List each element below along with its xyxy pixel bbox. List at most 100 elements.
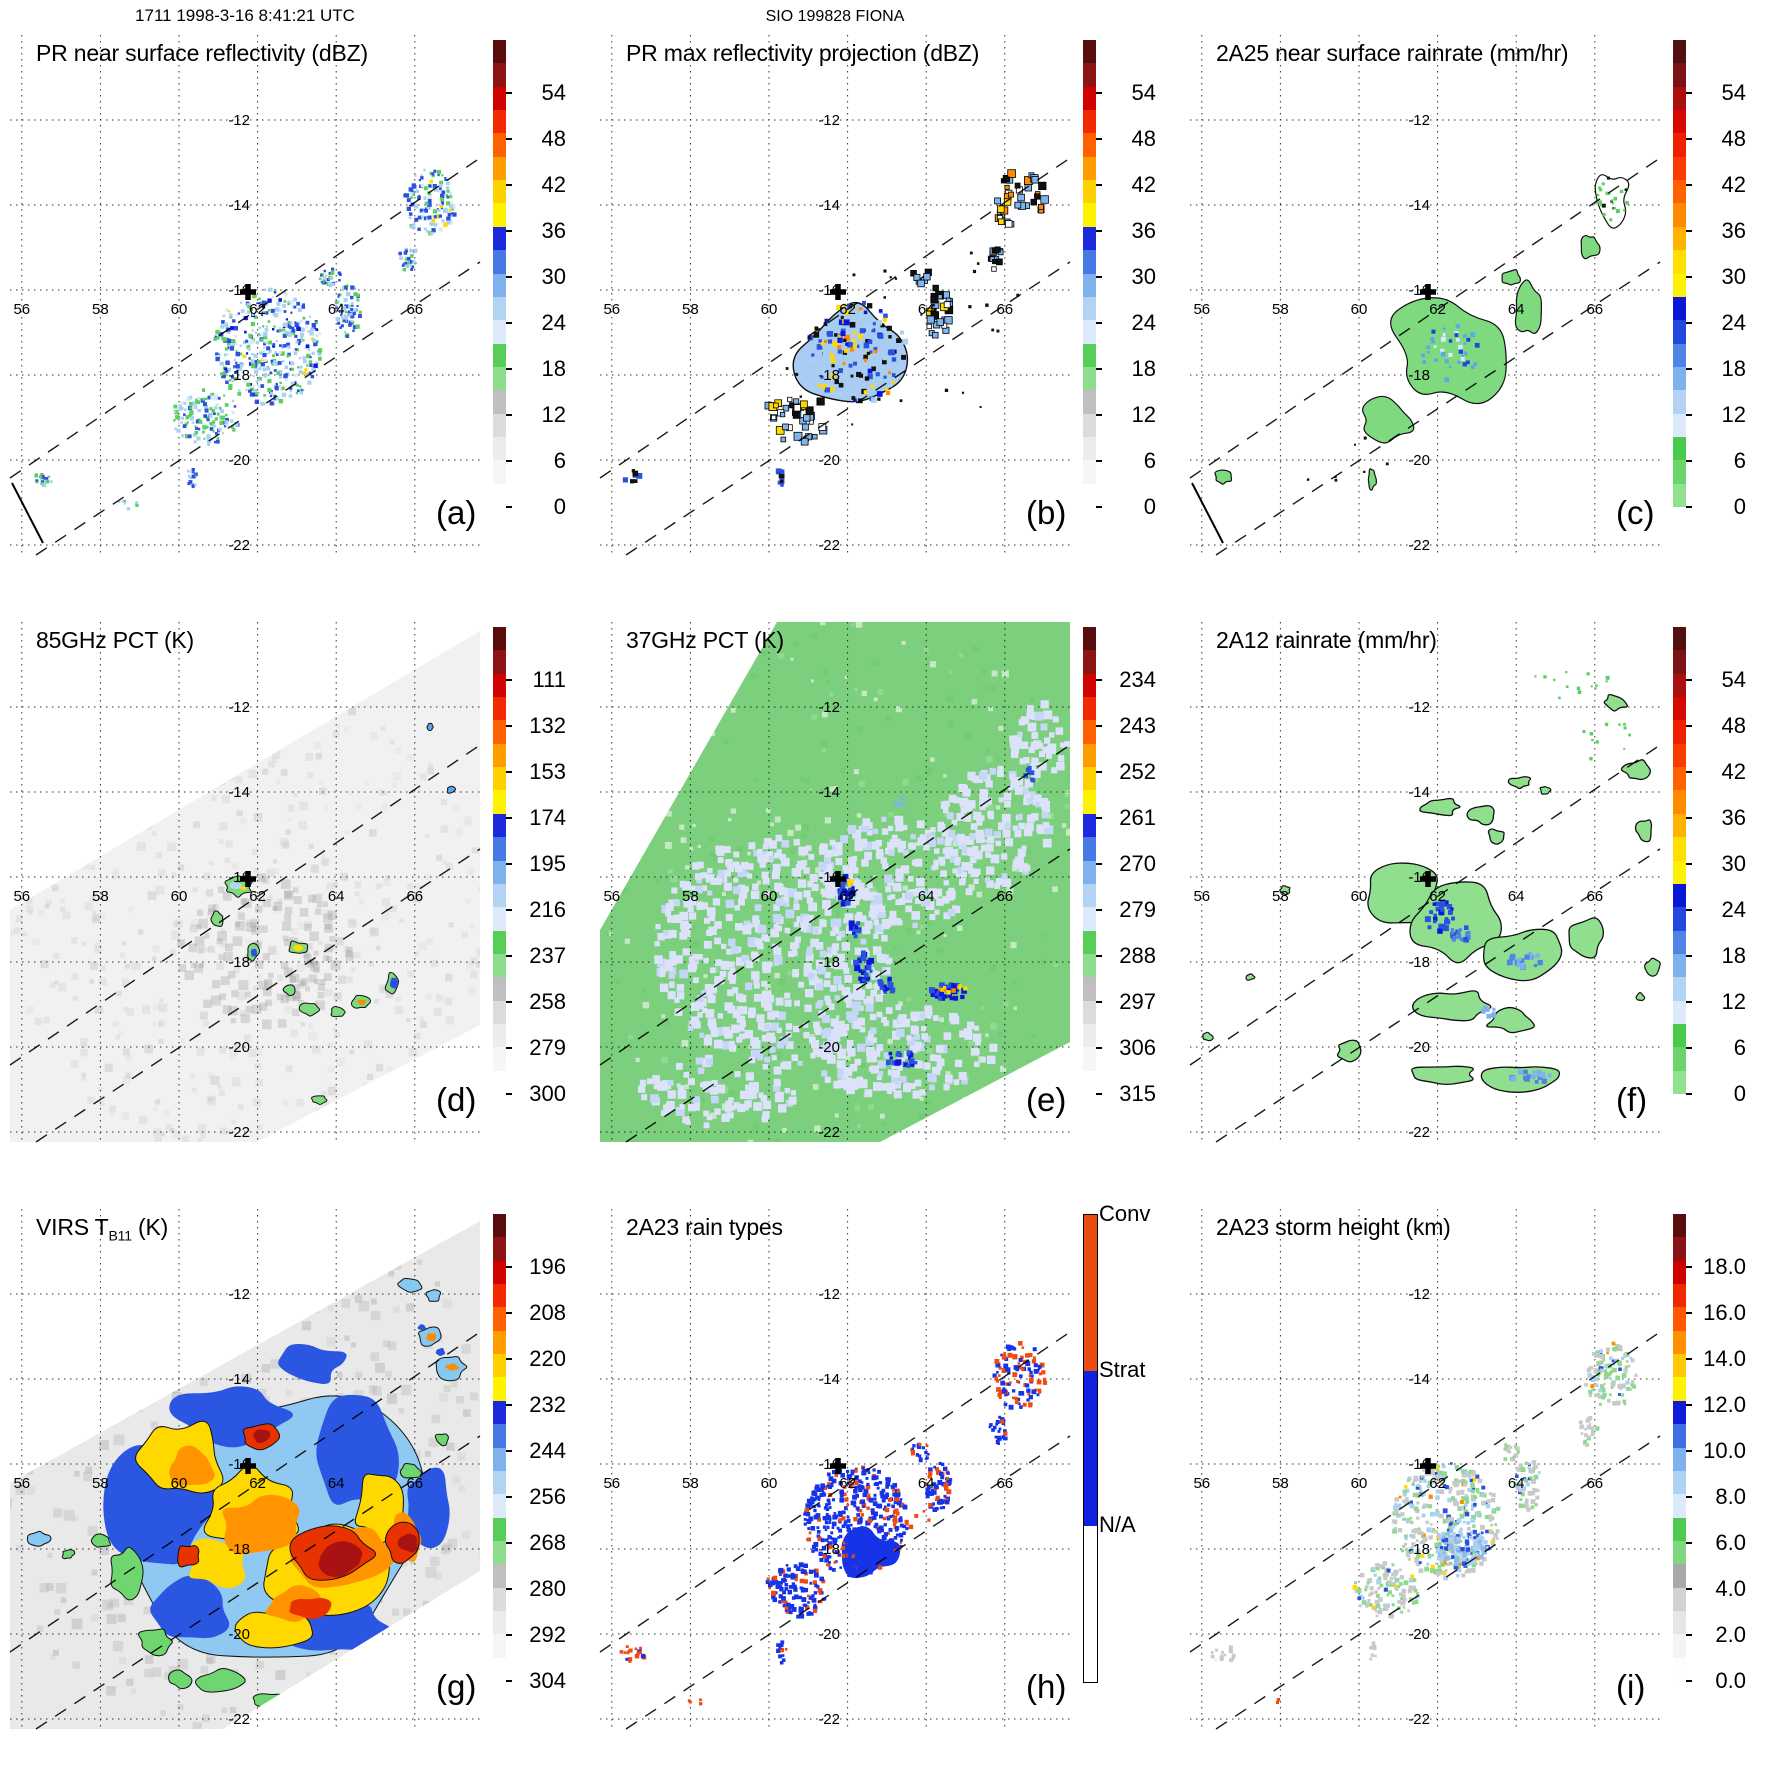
svg-text:-22: -22 [228, 537, 250, 554]
svg-text:62: 62 [1429, 301, 1446, 318]
colorbar [493, 1213, 506, 1681]
colorbar-segment [1673, 1213, 1686, 1238]
colorbar-tick [1096, 367, 1102, 370]
svg-text:60: 60 [761, 888, 778, 905]
colorbar-tick-label: 24 [1721, 310, 1746, 335]
colorbar-segment [1673, 1610, 1686, 1635]
svg-text:-20: -20 [228, 1626, 250, 1643]
colorbar-segment [1673, 436, 1686, 461]
colorbar-segment [493, 1400, 506, 1425]
colorbar-segment [1084, 1214, 1097, 1371]
colorbar-tick-label: 256 [529, 1484, 566, 1509]
svg-text:64: 64 [918, 888, 935, 905]
svg-text:-20: -20 [818, 1039, 840, 1056]
colorbar-segment [1673, 1517, 1686, 1541]
colorbar-segment [1083, 179, 1096, 204]
colorbar-segment [493, 1376, 506, 1401]
colorbar-tick-label: 216 [529, 897, 566, 922]
svg-text:62: 62 [1429, 888, 1446, 905]
colorbar-segment [1083, 459, 1096, 484]
svg-text:56: 56 [13, 301, 30, 318]
overpass-datetime-header: 1711 1998-3-16 8:41:21 UTC [135, 6, 355, 25]
svg-text:-12: -12 [228, 1286, 250, 1303]
colorbar-segment [1673, 459, 1686, 484]
colorbar-segment [1083, 813, 1096, 838]
colorbar-tick [1686, 862, 1692, 865]
colorbar-tick [1096, 414, 1102, 416]
colorbar-segment [1673, 1023, 1686, 1048]
colorbar-segment [1673, 1330, 1686, 1355]
colorbar-segment [493, 1306, 506, 1331]
svg-text:-22: -22 [228, 1124, 250, 1141]
svg-text:66: 66 [996, 301, 1013, 318]
panel-title: 85GHz PCT (K) [36, 627, 195, 653]
colorbar [493, 39, 506, 507]
svg-text:58: 58 [1272, 888, 1289, 905]
panel-f: 56 58 60 62 64 66 -12 -14 -16 -18 -20 -22 2A12 rain… [1180, 587, 1770, 1174]
colorbar-tick-label: 2.0 [1715, 1621, 1746, 1647]
colorbar-segment [1673, 1400, 1686, 1425]
colorbar-segment [1673, 906, 1686, 931]
svg-text:-18: -18 [228, 954, 250, 971]
colorbar-tick-label: 54 [1721, 666, 1746, 692]
colorbar-tick-label: 0.0 [1715, 1668, 1746, 1693]
colorbar-segment [1673, 1423, 1686, 1448]
colorbar-segment [1673, 743, 1686, 768]
colorbar-segment [493, 1353, 506, 1378]
colorbar-tick-label: 268 [529, 1529, 566, 1555]
svg-text:56: 56 [13, 888, 30, 905]
svg-text:62: 62 [839, 301, 856, 318]
colorbar-tick [1686, 1449, 1692, 1452]
colorbar-tick-label: 270 [1119, 850, 1156, 876]
colorbar-segment [493, 156, 506, 181]
colorbar-tick-label: 12.0 [1703, 1392, 1746, 1417]
colorbar-tick [506, 183, 512, 186]
colorbar-tick [506, 414, 512, 416]
panel-c: 56 58 60 62 64 66 -12 -14 -16 -18 -20 -22 2A25 near… [1180, 0, 1770, 587]
colorbar-tick-label: 36 [1131, 218, 1156, 243]
colorbar-segment [1673, 930, 1686, 954]
colorbar-segment [1083, 156, 1096, 181]
colorbar-segment [1673, 1587, 1686, 1611]
svg-text:60: 60 [171, 301, 188, 318]
colorbar-tick [506, 459, 512, 462]
colorbar-tick [506, 1588, 512, 1590]
colorbar-tick [506, 1046, 512, 1049]
colorbar-tick [506, 725, 512, 727]
colorbar-segment [1673, 766, 1686, 791]
colorbar-tick [506, 138, 512, 140]
colorbar-segment [1673, 109, 1686, 134]
svg-text:58: 58 [92, 888, 109, 905]
svg-text:62: 62 [249, 301, 266, 318]
colorbar-tick [1096, 506, 1102, 508]
colorbar-tick [1686, 506, 1692, 508]
colorbar-segment [1673, 953, 1686, 978]
colorbar-segment [493, 1540, 506, 1565]
panel-d: 56 58 60 62 64 66 -12 -14 -16 -18 -20 -22 85GHz PCT… [0, 587, 590, 1174]
colorbar-segment [1673, 1353, 1686, 1378]
colorbar-segment [493, 906, 506, 931]
colorbar-tick-label: 153 [529, 758, 566, 784]
colorbar-segment [1083, 296, 1096, 321]
colorbar-tick [1686, 322, 1692, 324]
colorbar-segment [493, 1563, 506, 1588]
svg-text:56: 56 [603, 301, 620, 318]
colorbar-segment [1673, 1260, 1686, 1285]
colorbar-tick-label: 232 [529, 1392, 566, 1417]
panel-title: 37GHz PCT (K) [626, 627, 785, 653]
colorbar-tick-label: 111 [532, 666, 566, 692]
colorbar-segment [1673, 976, 1686, 1001]
colorbar-tick [1686, 91, 1692, 94]
colorbar-segment [493, 1447, 506, 1471]
svg-text:56: 56 [1193, 301, 1210, 318]
colorbar-segment [1673, 813, 1686, 838]
svg-text:62: 62 [839, 888, 856, 905]
svg-text:-22: -22 [818, 1124, 840, 1141]
colorbar-tick [1686, 1357, 1692, 1360]
panel-letter: (b) [1026, 494, 1067, 531]
svg-text:-14: -14 [818, 197, 840, 214]
colorbar-tick-label: 300 [529, 1081, 566, 1106]
storm-id-header: SIO 199828 FIONA [765, 8, 905, 25]
colorbar-tick-label: 279 [529, 1034, 566, 1060]
colorbar-segment [493, 766, 506, 791]
